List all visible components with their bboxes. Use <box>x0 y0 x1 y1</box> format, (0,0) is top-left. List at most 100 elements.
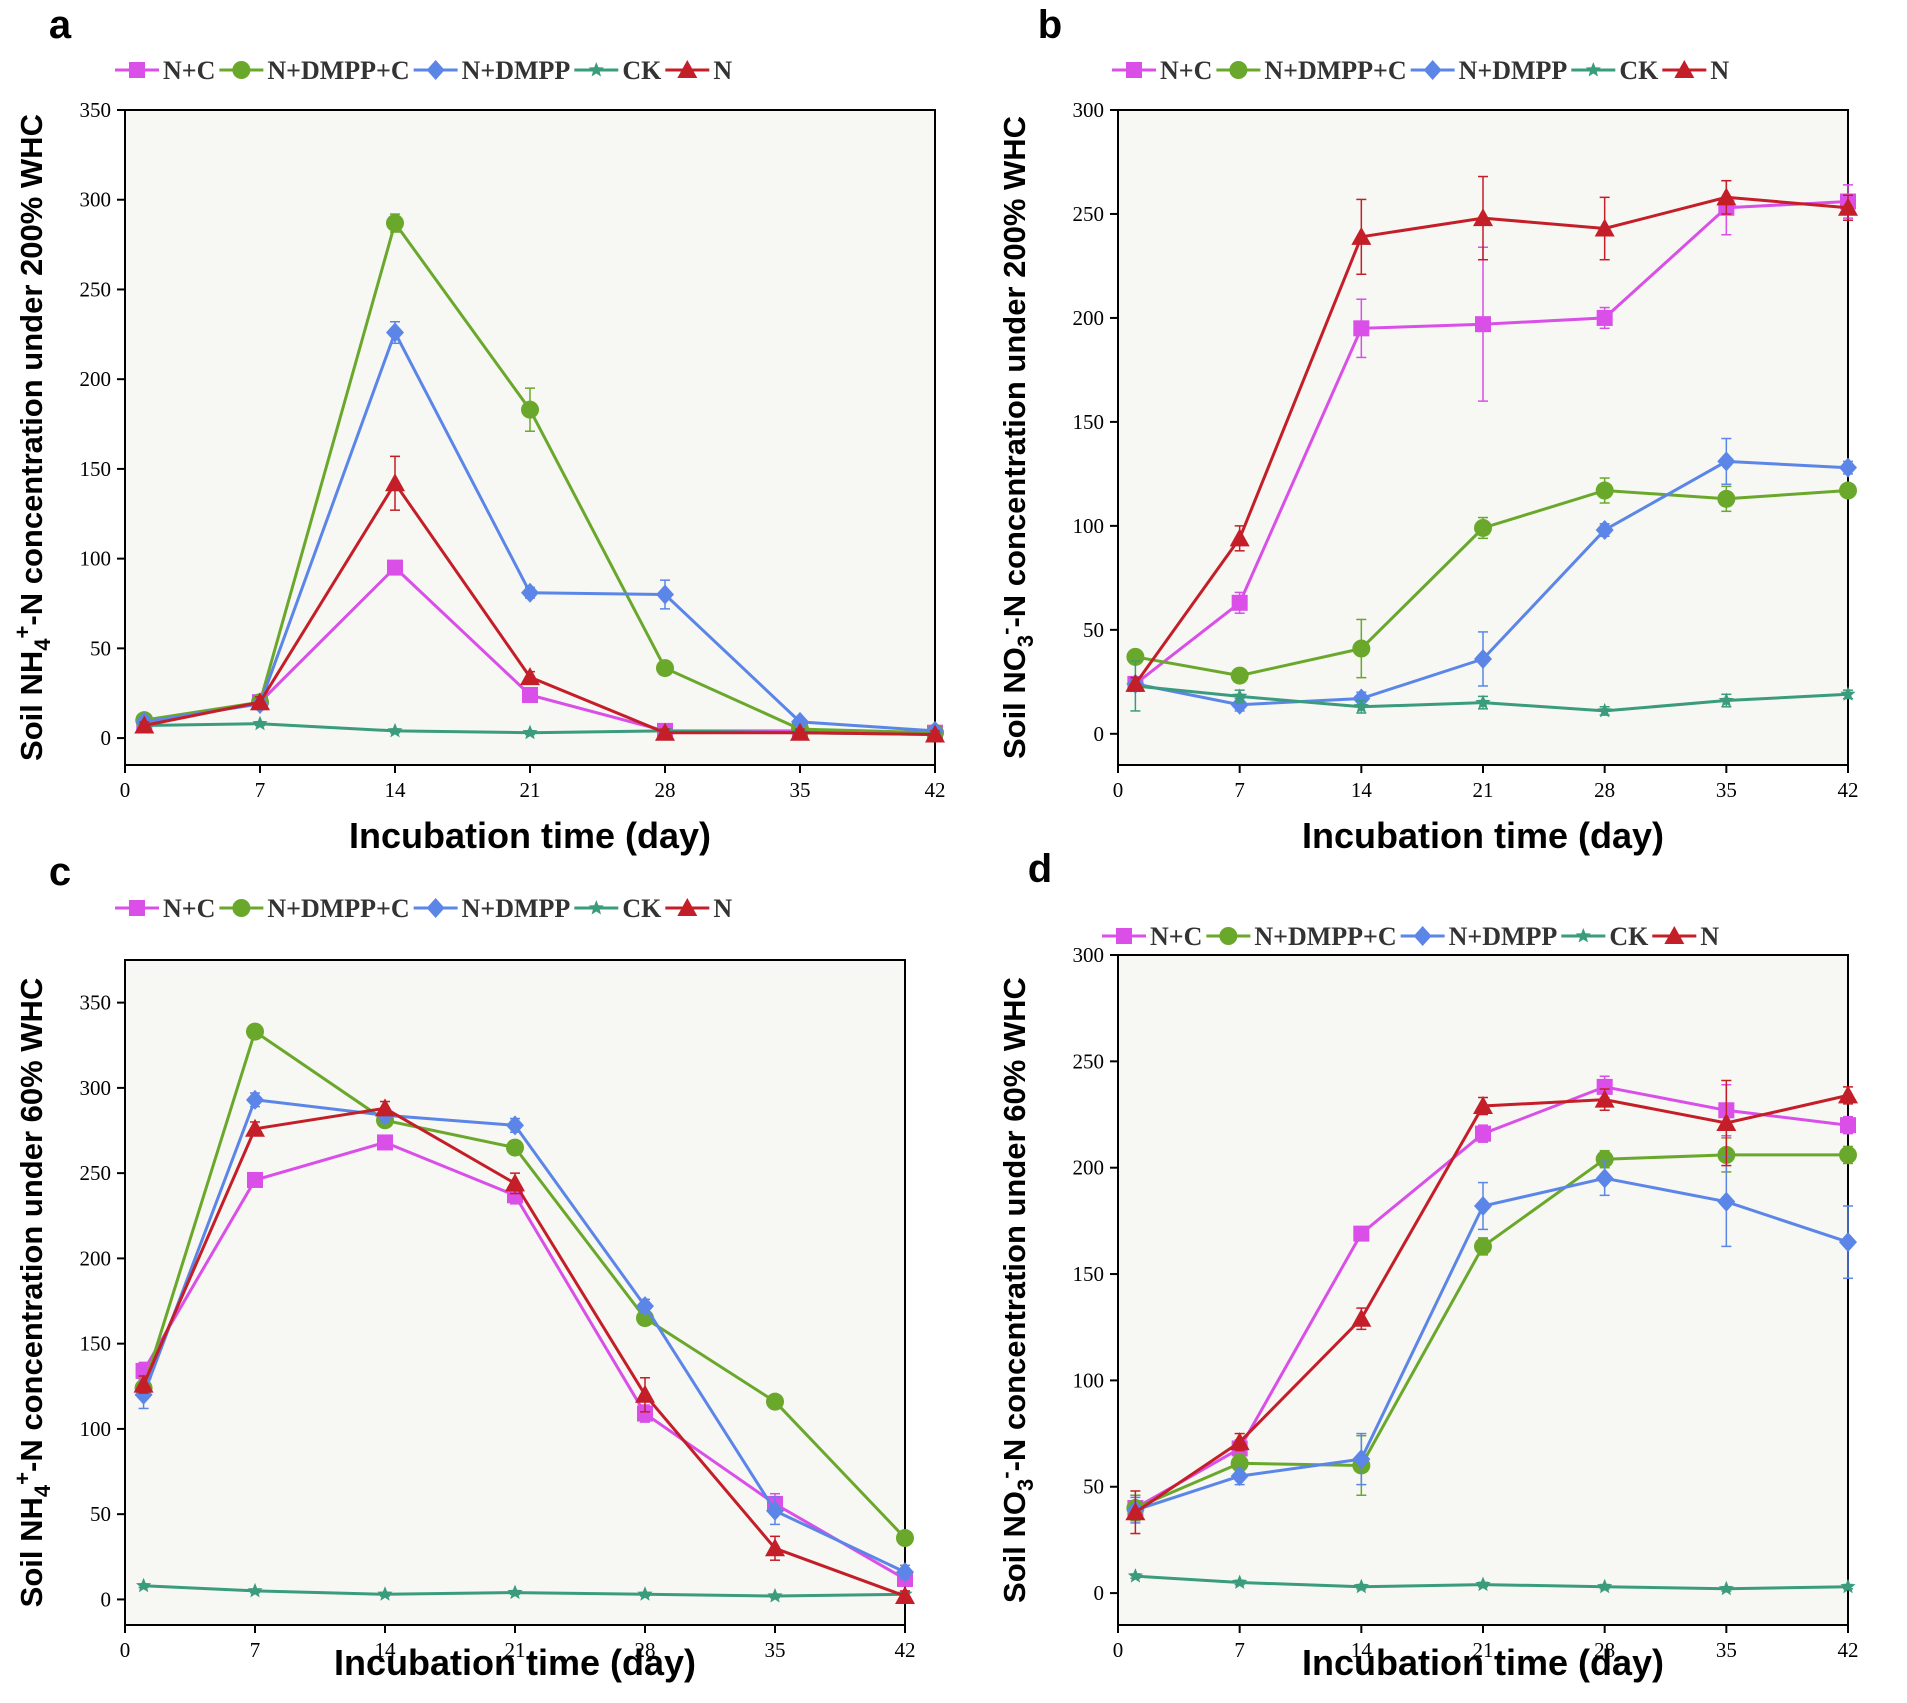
panel-a: a 0 7 14 21 28 35 42 0 50 100 150 200 250 300 350 Incuba… <box>10 3 946 856</box>
data-point <box>791 711 809 732</box>
data-point <box>656 584 674 605</box>
data-point <box>1473 1096 1493 1115</box>
legend-item-CK: CK <box>1571 56 1659 85</box>
data-point <box>1840 1578 1856 1594</box>
plot-area <box>124 959 906 1626</box>
plot-area <box>1117 954 1849 1626</box>
data-point <box>767 1588 783 1603</box>
legend-label: N+DMPP+C <box>267 56 409 85</box>
data-point <box>1597 1578 1613 1594</box>
x-tick-label: 0 <box>120 778 131 802</box>
legend-item-N+DMPP: N+DMPP <box>413 56 570 85</box>
data-point <box>1475 316 1491 333</box>
y-tick-label: 150 <box>1073 1262 1105 1286</box>
data-point <box>245 1118 265 1137</box>
data-point <box>1594 218 1615 237</box>
y-tick-label: 250 <box>1073 1049 1105 1073</box>
data-point <box>386 214 404 233</box>
data-point <box>506 1138 524 1157</box>
data-point <box>1475 1125 1491 1142</box>
x-tick-label: 14 <box>1351 778 1373 802</box>
legend-marker <box>1126 62 1142 78</box>
data-point <box>1838 197 1858 216</box>
y-tick-label: 350 <box>80 991 112 1015</box>
legend-marker <box>588 62 604 77</box>
legend-label: N+DMPP <box>462 894 571 923</box>
x-tick-label: 42 <box>1838 1638 1859 1662</box>
legend-marker <box>1585 62 1601 77</box>
data-point <box>1353 320 1370 337</box>
legend-label: N+DMPP+C <box>267 894 409 923</box>
data-point <box>766 1500 784 1521</box>
data-point <box>790 722 810 741</box>
legend-marker <box>426 898 445 918</box>
legend-marker <box>1575 928 1591 943</box>
data-point <box>250 692 270 711</box>
y-tick-label: 300 <box>1073 98 1105 122</box>
legend-label: N+DMPP+C <box>1254 922 1396 951</box>
data-point <box>1125 673 1146 692</box>
legend-label: N+C <box>1160 56 1212 85</box>
x-tick-label: 7 <box>1234 1638 1245 1662</box>
x-tick-label: 0 <box>1113 1638 1124 1662</box>
x-tick-label: 35 <box>1716 1638 1737 1662</box>
legend-item-N+DMPP: N+DMPP <box>413 894 571 923</box>
data-point <box>1839 1145 1857 1164</box>
legend-label: N+DMPP <box>1449 922 1558 951</box>
y-tick-label: 150 <box>80 457 112 481</box>
legend-label: CK <box>1609 922 1649 951</box>
y-tick-label: 100 <box>80 1417 112 1441</box>
legend-marker <box>677 898 698 916</box>
data-point <box>1840 686 1856 701</box>
data-point <box>1231 594 1248 611</box>
data-point <box>252 715 268 731</box>
x-axis-title: Incubation time (day) <box>1302 1642 1664 1683</box>
legend: N+C N+DMPP+C N+DMPP CK N <box>115 56 732 85</box>
y-tick-label: 50 <box>90 1502 111 1526</box>
data-point <box>1716 187 1737 206</box>
legend-item-N: N <box>1652 922 1719 951</box>
data-point <box>1353 1225 1370 1242</box>
legend-marker <box>1229 61 1248 79</box>
data-point <box>506 1115 524 1136</box>
data-point <box>896 1529 914 1548</box>
legend-marker <box>1413 926 1432 946</box>
data-point <box>1473 208 1493 227</box>
data-point <box>1352 639 1371 658</box>
legend-item-N+DMPP+C: N+DMPP+C <box>219 894 410 923</box>
y-tick-label: 100 <box>80 547 112 571</box>
data-point <box>1597 702 1613 718</box>
legend-marker <box>129 900 145 916</box>
panel-c: c 0 7 14 21 28 35 42 0 50 100 150 200 250 300 350 Incuba… <box>10 850 916 1683</box>
y-axis-title: Soil NO3--N concentration under 200% WHC <box>993 116 1038 759</box>
series-N+DMPP+C <box>1126 477 1857 685</box>
data-point <box>765 1538 785 1557</box>
data-point <box>1595 481 1614 500</box>
data-point <box>1474 1237 1492 1256</box>
data-point <box>1839 481 1857 500</box>
data-point <box>505 1173 525 1192</box>
data-point <box>655 722 675 741</box>
legend-item-N+DMPP+C: N+DMPP+C <box>1216 56 1407 85</box>
series-CK <box>136 1577 913 1603</box>
x-tick-label: 14 <box>1351 1638 1373 1662</box>
legend-marker <box>588 900 604 915</box>
series-N <box>133 1098 915 1605</box>
data-point <box>520 667 540 686</box>
data-point <box>635 1384 655 1403</box>
data-point <box>1717 489 1736 508</box>
legend-item-CK: CK <box>1561 922 1649 951</box>
legend-item-N+C: N+C <box>115 894 215 923</box>
legend-item-N+C: N+C <box>1112 56 1212 85</box>
x-tick-label: 21 <box>1473 778 1494 802</box>
legend-label: CK <box>1619 56 1659 85</box>
data-point <box>1230 666 1249 685</box>
legend-item-N+DMPP+C: N+DMPP+C <box>1206 922 1397 951</box>
data-point <box>522 687 538 704</box>
data-point <box>637 1405 653 1422</box>
data-point <box>1716 1113 1737 1132</box>
data-point <box>246 1089 264 1110</box>
y-tick-label: 100 <box>1073 1368 1105 1392</box>
data-point <box>1127 1568 1143 1583</box>
